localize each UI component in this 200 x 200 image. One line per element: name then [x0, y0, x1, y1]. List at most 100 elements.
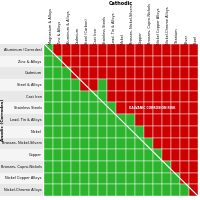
- Bar: [44, 102, 53, 114]
- Text: Zinc & Alloys: Zinc & Alloys: [18, 60, 42, 64]
- Bar: [0, 161, 43, 173]
- Bar: [116, 91, 126, 102]
- Bar: [144, 126, 153, 138]
- Bar: [44, 67, 53, 79]
- Bar: [126, 184, 135, 196]
- Bar: [89, 67, 98, 79]
- Bar: [116, 149, 126, 161]
- Bar: [107, 102, 116, 114]
- Text: Steel: Steel: [193, 35, 197, 44]
- Bar: [71, 102, 80, 114]
- Bar: [116, 114, 126, 126]
- Bar: [153, 44, 162, 56]
- Bar: [89, 102, 98, 114]
- Bar: [189, 126, 198, 138]
- Bar: [180, 44, 189, 56]
- Bar: [171, 44, 180, 56]
- Text: Bronzes, Cupro-Nickels: Bronzes, Cupro-Nickels: [1, 165, 42, 169]
- Bar: [62, 126, 71, 138]
- Bar: [80, 56, 89, 67]
- Bar: [80, 67, 89, 79]
- Bar: [153, 184, 162, 196]
- Bar: [44, 114, 53, 126]
- Bar: [162, 184, 171, 196]
- Text: Cadmium: Cadmium: [76, 27, 80, 44]
- Bar: [116, 67, 126, 79]
- Bar: [144, 161, 153, 173]
- Bar: [135, 79, 144, 91]
- Bar: [116, 184, 126, 196]
- Bar: [53, 184, 62, 196]
- Bar: [53, 126, 62, 138]
- Bar: [62, 149, 71, 161]
- Bar: [171, 184, 180, 196]
- Bar: [107, 114, 116, 126]
- Bar: [53, 161, 62, 173]
- Bar: [53, 67, 62, 79]
- Bar: [162, 56, 171, 67]
- Bar: [189, 79, 198, 91]
- Bar: [144, 56, 153, 67]
- Text: Steel (Carbon): Steel (Carbon): [85, 18, 89, 44]
- Text: Nickel-Chrome Alloys: Nickel-Chrome Alloys: [166, 6, 170, 44]
- Bar: [62, 114, 71, 126]
- Text: Lead, Tin & Alloys: Lead, Tin & Alloys: [10, 118, 42, 122]
- Bar: [44, 184, 53, 196]
- Bar: [0, 56, 43, 67]
- Bar: [144, 67, 153, 79]
- Text: Nickel Copper Alloys: Nickel Copper Alloys: [157, 7, 161, 44]
- Bar: [135, 126, 144, 138]
- Text: Copper: Copper: [29, 153, 42, 157]
- Bar: [98, 149, 107, 161]
- Bar: [180, 173, 189, 184]
- Text: Brasses, Nickel-Silvers: Brasses, Nickel-Silvers: [130, 4, 134, 44]
- Bar: [180, 126, 189, 138]
- Bar: [135, 161, 144, 173]
- Bar: [189, 173, 198, 184]
- Text: Aluminum & Alloys: Aluminum & Alloys: [67, 10, 71, 44]
- Bar: [71, 161, 80, 173]
- Bar: [62, 79, 71, 91]
- Bar: [62, 67, 71, 79]
- Bar: [126, 149, 135, 161]
- Bar: [153, 126, 162, 138]
- Bar: [116, 173, 126, 184]
- Bar: [171, 91, 180, 102]
- Bar: [62, 173, 71, 184]
- Bar: [0, 44, 43, 56]
- Bar: [71, 149, 80, 161]
- Bar: [153, 161, 162, 173]
- Bar: [71, 173, 80, 184]
- Bar: [180, 102, 189, 114]
- Bar: [53, 173, 62, 184]
- Bar: [153, 149, 162, 161]
- Bar: [62, 44, 71, 56]
- Text: Nickel Copper Alloys: Nickel Copper Alloys: [5, 176, 42, 180]
- Bar: [80, 184, 89, 196]
- Bar: [162, 149, 171, 161]
- Bar: [144, 91, 153, 102]
- Bar: [107, 91, 116, 102]
- Bar: [107, 67, 116, 79]
- Bar: [53, 138, 62, 149]
- Bar: [126, 67, 135, 79]
- Bar: [80, 161, 89, 173]
- Bar: [89, 138, 98, 149]
- Text: Silver: Silver: [184, 34, 188, 44]
- Bar: [53, 149, 62, 161]
- Bar: [0, 79, 43, 91]
- Bar: [80, 114, 89, 126]
- Text: Aluminum (Corrodes): Aluminum (Corrodes): [4, 48, 42, 52]
- Bar: [80, 102, 89, 114]
- Bar: [171, 126, 180, 138]
- Bar: [98, 138, 107, 149]
- Bar: [107, 161, 116, 173]
- Bar: [162, 161, 171, 173]
- Bar: [144, 102, 153, 114]
- Bar: [44, 149, 53, 161]
- Bar: [135, 67, 144, 79]
- Bar: [107, 184, 116, 196]
- Bar: [98, 173, 107, 184]
- Bar: [98, 56, 107, 67]
- Bar: [116, 161, 126, 173]
